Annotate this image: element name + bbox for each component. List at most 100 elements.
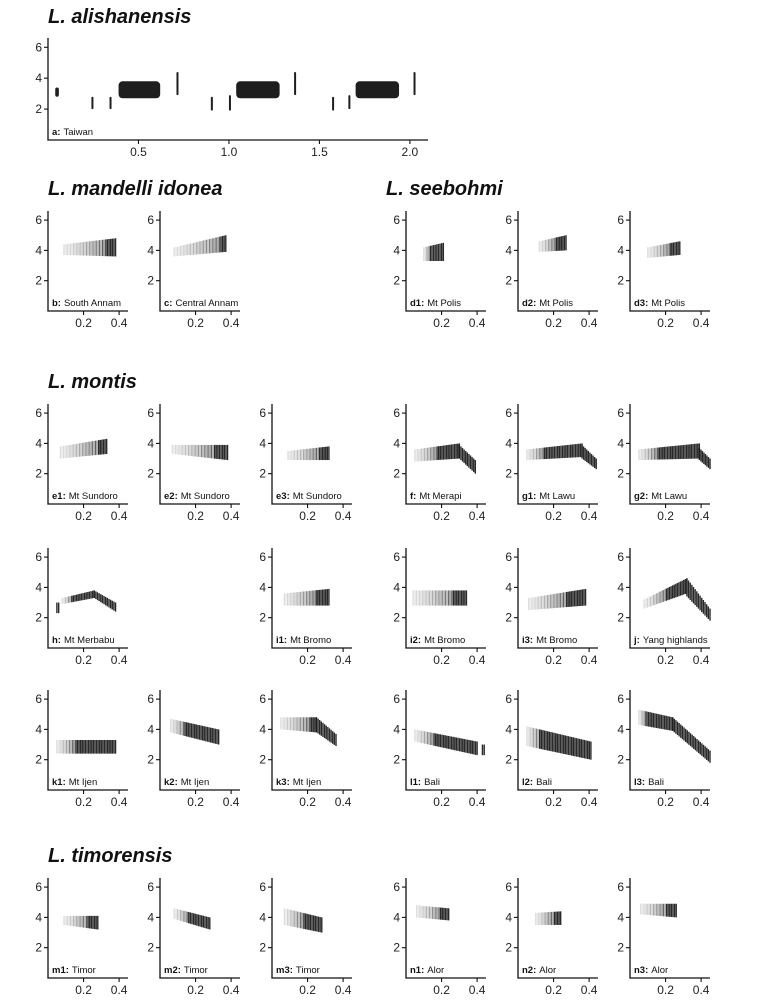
panel-location: Mt Polis bbox=[427, 298, 461, 309]
y-tick-label: 6 bbox=[35, 550, 42, 564]
panel-location: Alor bbox=[651, 965, 668, 976]
panel-location: Central Annam bbox=[175, 298, 238, 309]
panel-location: Yang highlands bbox=[643, 635, 708, 646]
panel-label: a: Taiwan bbox=[52, 127, 93, 138]
panel-d1: 2 4 6 0.2 0.4 d1: Mt Polis bbox=[393, 211, 486, 330]
panel-e2: 2 4 6 0.2 0.4 e2: Mt Sundoro bbox=[147, 404, 240, 523]
x-tick-label: 0.2 bbox=[75, 316, 92, 330]
x-tick-label: 0.2 bbox=[187, 509, 204, 523]
note-mark bbox=[355, 81, 400, 99]
panel-label: f: Mt Merapi bbox=[410, 491, 462, 502]
x-tick-label: 0.4 bbox=[581, 316, 598, 330]
panel-l2: 2 4 6 0.2 0.4 l2: Bali bbox=[505, 690, 598, 809]
note-sweep bbox=[647, 241, 681, 258]
axis-lines bbox=[629, 690, 710, 791]
axis-lines bbox=[517, 690, 598, 791]
note-sweep bbox=[412, 590, 468, 606]
note-sweep bbox=[171, 444, 229, 461]
note-sweep bbox=[280, 717, 318, 733]
panel-location: Mt Lawu bbox=[651, 491, 687, 502]
y-tick-label: 4 bbox=[147, 910, 154, 924]
axis-lines bbox=[271, 404, 352, 505]
panel-l3: 2 4 6 0.2 0.4 l3: Bali bbox=[617, 690, 711, 809]
y-tick-label: 4 bbox=[259, 580, 266, 594]
panel-k1: 2 4 6 0.2 0.4 k1: Mt Ijen bbox=[35, 690, 128, 809]
x-tick-label: 2.0 bbox=[402, 145, 419, 159]
y-tick-label: 4 bbox=[393, 436, 400, 450]
note-sweep bbox=[173, 908, 211, 930]
panel-location: Alor bbox=[427, 965, 444, 976]
x-tick-label: 0.4 bbox=[469, 509, 486, 523]
x-tick-label: 0.2 bbox=[433, 316, 450, 330]
panel-label: e2: Mt Sundoro bbox=[164, 491, 230, 502]
y-tick-label: 6 bbox=[393, 880, 400, 894]
panel-letter: g1: bbox=[522, 491, 536, 502]
panel-h: 2 4 6 0.2 0.4 h: Mt Merbabu bbox=[35, 548, 128, 667]
title-l-montis: L. montis bbox=[48, 371, 137, 393]
panel-label: e3: Mt Sundoro bbox=[276, 491, 342, 502]
x-tick-label: 0.4 bbox=[693, 316, 710, 330]
panel-location: Timor bbox=[72, 965, 96, 976]
x-tick-label: 0.2 bbox=[299, 509, 316, 523]
note-sweep bbox=[414, 443, 461, 462]
y-tick-label: 2 bbox=[35, 611, 42, 625]
y-tick-label: 2 bbox=[35, 941, 42, 955]
panel-l1: 2 4 6 0.2 0.4 l1: Bali bbox=[393, 690, 486, 809]
panel-location: Mt Lawu bbox=[539, 491, 575, 502]
panel-label: m2: Timor bbox=[164, 965, 208, 976]
panel-c: 2 4 6 0.2 0.4 c: Central Annam bbox=[147, 211, 240, 330]
x-tick-label: 0.4 bbox=[335, 653, 352, 667]
y-tick-label: 4 bbox=[617, 436, 624, 450]
panel-letter: l2: bbox=[522, 777, 533, 788]
y-tick-label: 4 bbox=[505, 436, 512, 450]
x-tick-label: 0.2 bbox=[657, 653, 674, 667]
y-tick-label: 6 bbox=[147, 213, 154, 227]
panel-letter: l3: bbox=[634, 777, 645, 788]
axis-lines bbox=[159, 878, 240, 979]
y-tick-label: 4 bbox=[505, 910, 512, 924]
panel-location: South Annam bbox=[64, 298, 121, 309]
note-sweep bbox=[315, 717, 337, 747]
y-tick-label: 4 bbox=[393, 580, 400, 594]
panel-m1: 2 4 6 0.2 0.4 m1: Timor bbox=[35, 878, 128, 997]
panel-label: n3: Alor bbox=[634, 965, 668, 976]
note-sweep bbox=[671, 717, 711, 763]
panel-i2: 2 4 6 0.2 0.4 i2: Mt Bromo bbox=[393, 548, 486, 667]
note-sweep bbox=[643, 578, 688, 609]
x-tick-label: 0.2 bbox=[545, 316, 562, 330]
axis-lines bbox=[47, 548, 128, 649]
axis-lines bbox=[629, 548, 710, 649]
note-sweep bbox=[639, 903, 677, 918]
panel-letter: i2: bbox=[410, 635, 421, 646]
axis-lines bbox=[517, 548, 598, 649]
y-tick-label: 2 bbox=[35, 102, 42, 116]
y-tick-label: 6 bbox=[505, 406, 512, 420]
panel-letter: e1: bbox=[52, 491, 66, 502]
y-tick-label: 2 bbox=[505, 611, 512, 625]
y-tick-label: 6 bbox=[393, 550, 400, 564]
y-tick-label: 2 bbox=[505, 467, 512, 481]
y-tick-label: 4 bbox=[259, 722, 266, 736]
note-sweep bbox=[283, 588, 330, 606]
x-tick-label: 0.4 bbox=[469, 795, 486, 809]
note-sweep bbox=[56, 602, 60, 614]
x-tick-label: 0.4 bbox=[335, 983, 352, 997]
panel-e1: 2 4 6 0.2 0.4 e1: Mt Sundoro bbox=[35, 404, 128, 523]
y-tick-label: 4 bbox=[35, 71, 42, 85]
axis-lines bbox=[47, 404, 128, 505]
note-sweep bbox=[173, 235, 227, 257]
x-tick-label: 0.4 bbox=[223, 509, 240, 523]
y-tick-label: 4 bbox=[147, 722, 154, 736]
panel-label: k2: Mt Ijen bbox=[164, 777, 209, 788]
y-tick-label: 6 bbox=[259, 550, 266, 564]
panel-label: d1: Mt Polis bbox=[410, 298, 461, 309]
y-tick-label: 6 bbox=[393, 406, 400, 420]
note-sweep bbox=[61, 590, 95, 605]
y-tick-label: 4 bbox=[393, 243, 400, 257]
note-mark bbox=[228, 95, 231, 111]
panel-letter: b: bbox=[52, 298, 61, 309]
panel-location: Mt Ijen bbox=[69, 777, 98, 788]
panel-k3: 2 4 6 0.2 0.4 k3: Mt Ijen bbox=[259, 690, 352, 809]
note-sweep bbox=[686, 578, 711, 621]
panel-location: Timor bbox=[184, 965, 208, 976]
